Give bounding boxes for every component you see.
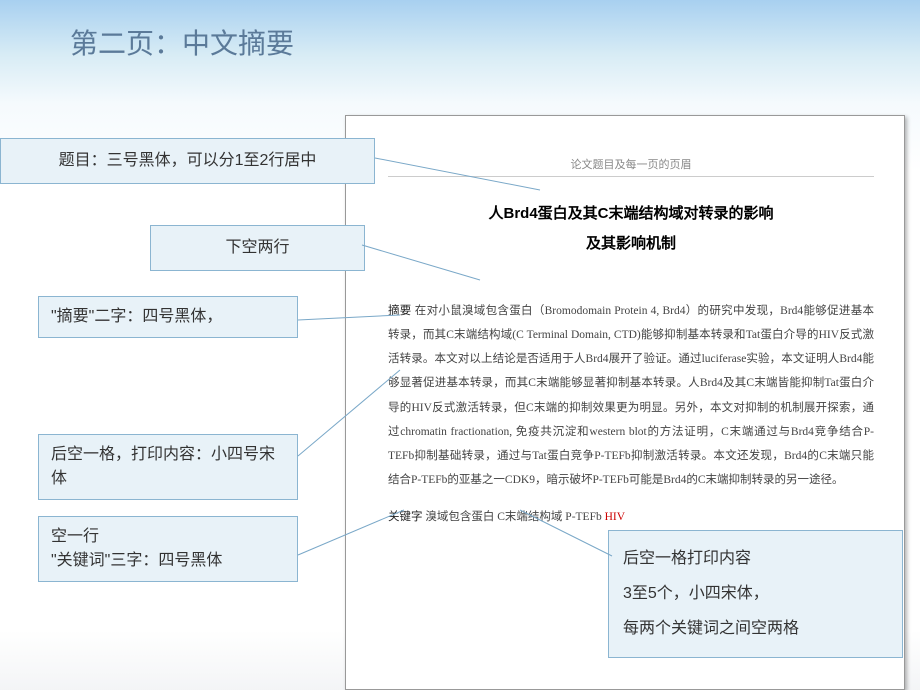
paper-title-line1: 人Brd4蛋白及其C末端结构域对转录的影响 [388, 199, 874, 229]
callout-keywords-label: 空一行"关键词"三字：四号黑体 [38, 516, 298, 582]
abstract-body: 摘要 在对小鼠溴域包含蛋白（Bromodomain Protein 4, Brd… [388, 299, 874, 492]
abstract-label: 摘要 [388, 305, 412, 317]
slide-title: 第二页：中文摘要 [70, 22, 294, 62]
keywords-text: 溴域包含蛋白 C末端结构域 P-TEFb [423, 511, 605, 523]
page-running-header: 论文题目及每一页的页眉 [388, 156, 874, 177]
callout-blank-lines: 下空两行 [150, 225, 365, 271]
keywords-line: 关键字 溴域包含蛋白 C末端结构域 P-TEFb HIV [388, 508, 874, 524]
paper-title-line2: 及其影响机制 [388, 229, 874, 259]
callout-keywords-content: 后空一格打印内容3至5个，小四宋体，每两个关键词之间空两格 [608, 530, 903, 658]
abstract-text: 在对小鼠溴域包含蛋白（Bromodomain Protein 4, Brd4）的… [388, 305, 874, 486]
callout-title-format: 题目：三号黑体，可以分1至2行居中 [0, 138, 375, 184]
keywords-label: 关键字 [388, 511, 423, 523]
keyword-hiv: HIV [605, 511, 625, 523]
callout-abstract-label: "摘要"二字：四号黑体， [38, 296, 298, 338]
paper-title: 人Brd4蛋白及其C末端结构域对转录的影响 及其影响机制 [388, 199, 874, 259]
callout-content-format: 后空一格，打印内容：小四号宋体 [38, 434, 298, 500]
